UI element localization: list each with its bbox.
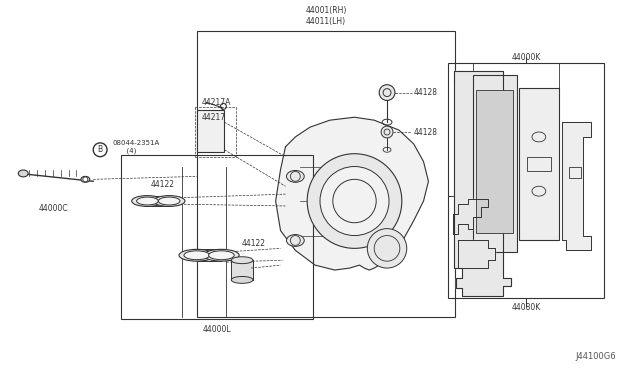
Text: 08044-2351A
      (4): 08044-2351A (4): [113, 140, 160, 154]
Ellipse shape: [154, 196, 185, 206]
Polygon shape: [561, 122, 591, 250]
Text: 44217: 44217: [202, 113, 226, 122]
Bar: [476, 90, 513, 232]
Polygon shape: [454, 71, 511, 296]
Bar: [196, 110, 225, 152]
Bar: [570, 167, 581, 178]
Ellipse shape: [179, 249, 214, 261]
Bar: [121, 155, 313, 319]
Text: 44080K: 44080K: [511, 303, 541, 312]
Text: 44122: 44122: [150, 180, 175, 189]
Circle shape: [381, 126, 393, 138]
Ellipse shape: [184, 251, 209, 260]
Text: 44128: 44128: [413, 128, 438, 137]
Bar: [448, 63, 604, 298]
Ellipse shape: [231, 276, 253, 283]
Ellipse shape: [132, 196, 163, 206]
Text: J44100G6: J44100G6: [576, 352, 616, 361]
Ellipse shape: [158, 197, 180, 205]
Ellipse shape: [204, 249, 239, 261]
Text: 44001(RH)
44011(LH): 44001(RH) 44011(LH): [305, 6, 347, 26]
Circle shape: [320, 167, 389, 235]
Polygon shape: [276, 117, 428, 270]
Ellipse shape: [81, 176, 90, 182]
Bar: [519, 88, 559, 240]
Text: 44217A: 44217A: [202, 98, 231, 107]
Polygon shape: [458, 240, 495, 268]
Ellipse shape: [287, 170, 304, 182]
Bar: [527, 157, 550, 171]
Bar: [231, 260, 253, 280]
Circle shape: [307, 154, 402, 248]
Text: 44000K: 44000K: [511, 52, 541, 62]
Polygon shape: [453, 199, 488, 234]
Text: 44128: 44128: [413, 88, 438, 97]
Text: 44122: 44122: [241, 239, 265, 248]
Ellipse shape: [19, 170, 28, 177]
Text: 44000L: 44000L: [202, 325, 231, 334]
Circle shape: [379, 85, 395, 100]
Circle shape: [83, 177, 88, 182]
Ellipse shape: [209, 251, 234, 260]
Bar: [473, 75, 517, 252]
Text: B: B: [97, 145, 102, 154]
Text: 44000C: 44000C: [39, 205, 68, 214]
Bar: [196, 32, 455, 317]
Ellipse shape: [231, 257, 253, 264]
Ellipse shape: [287, 235, 304, 246]
Circle shape: [367, 229, 407, 268]
Ellipse shape: [136, 197, 158, 205]
